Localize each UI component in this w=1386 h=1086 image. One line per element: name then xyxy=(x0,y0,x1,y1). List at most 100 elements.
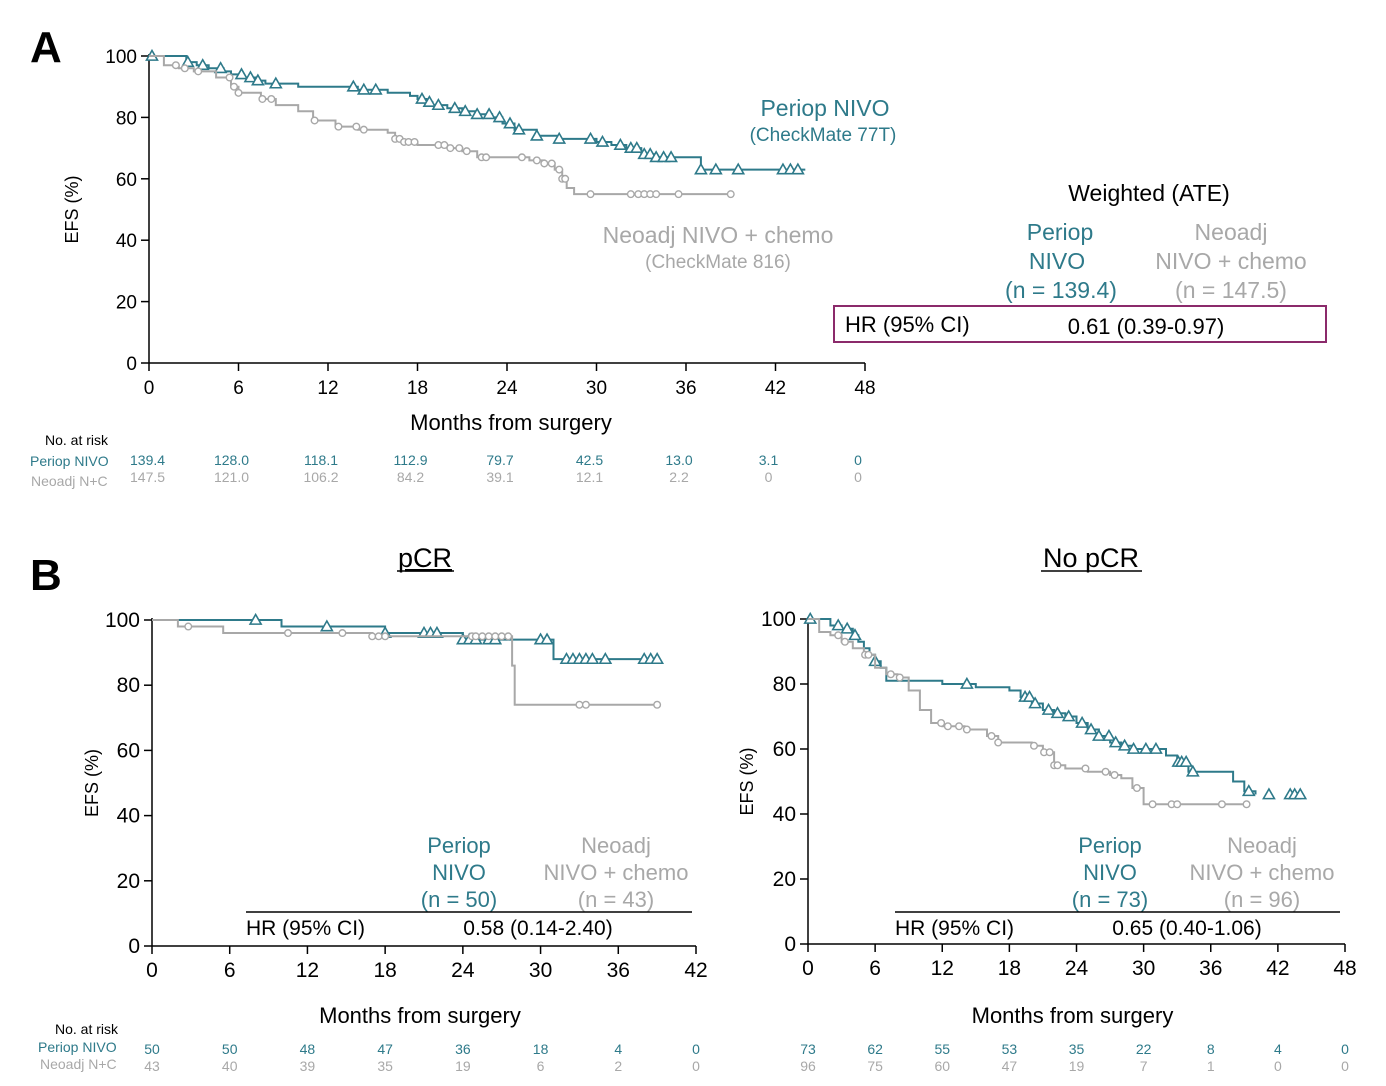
x-tick-label-a: 18 xyxy=(407,378,428,399)
title-pcr: pCR xyxy=(398,543,452,573)
censor-marker-a-neoadj xyxy=(194,67,203,76)
legend-a-neoadj-sub: (CheckMate 816) xyxy=(645,252,791,273)
censor-marker-b2-periop xyxy=(1050,706,1065,719)
censor-marker-a-neoadj xyxy=(234,88,243,97)
risk-value-periop: 4 xyxy=(614,1041,622,1057)
risk-label-b-neoadj: Neoadj N+C xyxy=(40,1056,117,1072)
x-tick-label-b1: 0 xyxy=(146,959,158,982)
y-tick-label-b2: 100 xyxy=(761,608,796,631)
censor-marker-b1-neoadj xyxy=(374,632,383,641)
censor-marker-b1-periop xyxy=(248,612,263,625)
x-tick-label-a: 42 xyxy=(765,378,786,399)
censor-marker-a-neoadj xyxy=(267,94,276,103)
censor-marker-a-periop xyxy=(447,101,462,114)
censor-marker-a-periop xyxy=(195,58,210,71)
hr-box-a xyxy=(833,305,1327,343)
censor-marker-a-periop xyxy=(268,76,283,89)
legend-b2-neoadj-line3: (n = 96) xyxy=(1224,887,1300,912)
risk-value-neoadj: 2.2 xyxy=(669,469,689,485)
censor-marker-b2-periop xyxy=(1179,754,1194,767)
legend-a-neoadj-line2: NIVO + chemo xyxy=(1155,248,1306,274)
censor-marker-b2-periop xyxy=(1022,689,1037,702)
censor-marker-b2-periop xyxy=(1293,787,1308,800)
y-tick-label-a: 80 xyxy=(116,108,137,129)
censor-marker-a-periop xyxy=(552,131,567,144)
censor-marker-b1-neoadj xyxy=(478,632,487,641)
censor-marker-b2-neoadj xyxy=(1029,741,1038,750)
hr-value-b2: 0.65 (0.40-1.06) xyxy=(1112,917,1261,940)
censor-marker-b2-periop xyxy=(959,676,974,689)
censor-marker-a-neoadj xyxy=(171,61,180,70)
legend-a-periop-line1: Periop xyxy=(1027,219,1093,245)
risk-value-periop: 22 xyxy=(1136,1041,1152,1057)
y-tick-label-b2: 60 xyxy=(773,738,796,761)
legend-b2-neoadj-line1: Neoadj xyxy=(1227,833,1297,858)
censor-marker-b2-neoadj xyxy=(886,670,895,679)
censor-marker-a-neoadj xyxy=(586,190,595,199)
risk-value-neoadj: 147.5 xyxy=(130,469,165,485)
x-tick-label-b2: 36 xyxy=(1199,957,1222,980)
panel-label-a: A xyxy=(30,23,62,72)
x-tick-label-b1: 18 xyxy=(373,959,396,982)
km-curve-b1-periop xyxy=(152,619,658,661)
y-tick-label-a: 40 xyxy=(116,231,137,252)
risk-value-neoadj: 7 xyxy=(1140,1058,1148,1074)
censor-marker-a-periop xyxy=(415,91,429,104)
censor-marker-b2-periop xyxy=(831,618,846,631)
y-tick-label-b2: 0 xyxy=(784,933,796,956)
censor-marker-b1-neoadj xyxy=(368,632,377,641)
censor-marker-b1-neoadj xyxy=(653,700,662,709)
panel-b-no-pcr-chart: 0 20 40 60 80 100 0 6 12 18 24 30 36 42 48 Months from … xyxy=(737,608,1357,1028)
censor-marker-b2-periop xyxy=(1028,696,1042,709)
x-tick-label-b2: 12 xyxy=(931,957,954,980)
censor-marker-b1-periop xyxy=(598,652,613,665)
censor-marker-b2-neoadj xyxy=(1045,748,1054,757)
censor-marker-b2-periop xyxy=(1262,787,1276,800)
risk-value-neoadj: 60 xyxy=(934,1058,950,1074)
censor-marker-a-neoadj xyxy=(334,122,343,131)
censor-marker-a-periop xyxy=(368,82,383,95)
censor-marker-a-periop xyxy=(595,134,610,147)
legend-a-periop-sub: (CheckMate 77T) xyxy=(750,125,897,146)
risk-value-periop: 118.1 xyxy=(304,452,338,468)
panel-b-no-pcr-legend: Periop NIVO (n = 73) Neoadj NIVO + chemo… xyxy=(895,833,1340,940)
censor-marker-b1-neoadj xyxy=(575,700,584,709)
censor-marker-a-periop xyxy=(694,162,708,175)
risk-value-periop: 128.0 xyxy=(214,452,249,468)
y-axis-label-b1: EFS (%) xyxy=(82,749,102,817)
censor-marker-b2-neoadj xyxy=(895,673,904,682)
risk-value-neoadj: 47 xyxy=(1002,1058,1018,1074)
legend-b1-periop-line1: Periop xyxy=(427,833,491,858)
censor-marker-b1-neoadj xyxy=(184,622,193,631)
censor-marker-a-periop xyxy=(234,67,249,80)
risk-header-a: No. at risk xyxy=(45,432,109,448)
censor-marker-b2-neoadj xyxy=(1081,764,1090,773)
censor-marker-b1-neoadj xyxy=(471,632,480,641)
censor-marker-b2-neoadj xyxy=(955,722,964,731)
censor-marker-b2-neoadj xyxy=(1110,771,1119,780)
risk-value-periop: 73 xyxy=(800,1041,816,1057)
censor-marker-a-neoadj xyxy=(652,190,661,199)
risk-value-neoadj: 2 xyxy=(614,1058,622,1074)
legend-b2-periop-line1: Periop xyxy=(1078,833,1142,858)
censor-marker-a-periop xyxy=(708,162,723,175)
censor-marker-b2-periop xyxy=(1149,741,1163,754)
risk-value-neoadj: 106.2 xyxy=(303,469,338,485)
risk-value-periop: 50 xyxy=(222,1041,238,1057)
y-tick-label-b1: 100 xyxy=(105,609,140,632)
censor-marker-b2-neoadj xyxy=(1148,800,1157,809)
hr-value-b1: 0.58 (0.14-2.40) xyxy=(463,917,612,940)
risk-value-neoadj: 39 xyxy=(300,1058,316,1074)
censor-marker-a-periop xyxy=(629,140,644,154)
censor-marker-a-neoadj xyxy=(517,153,526,162)
legend-a-neoadj-line3: (n = 147.5) xyxy=(1175,277,1287,303)
censor-marker-b2-neoadj xyxy=(987,732,996,741)
risk-value-neoadj: 39.1 xyxy=(486,469,513,485)
censor-marker-a-periop xyxy=(251,73,265,86)
censor-marker-b1-neoadj xyxy=(381,632,390,641)
censor-marker-b2-neoadj xyxy=(840,637,849,646)
x-tick-label-b1: 6 xyxy=(224,959,236,982)
risk-table-a: No. at risk Periop NIVO Neoadj N+C 139.4… xyxy=(30,432,862,489)
censor-marker-a-neoadj xyxy=(446,144,455,153)
risk-value-periop: 48 xyxy=(300,1041,316,1057)
